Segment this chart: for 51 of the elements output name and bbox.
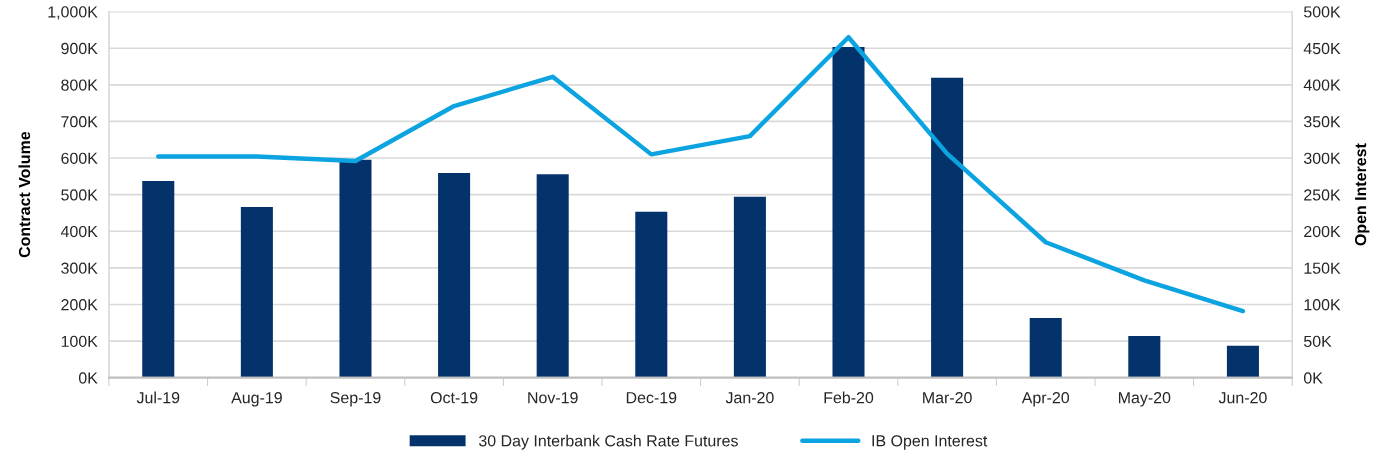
x-tick-label: Apr-20 xyxy=(1021,392,1070,407)
line-series xyxy=(156,35,1246,314)
bar xyxy=(733,196,766,378)
x-tick-label: Aug-19 xyxy=(231,392,282,407)
y2-tick-label: 400K xyxy=(1303,79,1341,91)
x-tick-label: Nov-19 xyxy=(528,392,578,404)
bar xyxy=(1226,345,1259,378)
y2-tick-label: 50K xyxy=(1303,335,1332,348)
y2-tick-label: 0K xyxy=(1303,372,1323,384)
bar xyxy=(536,174,569,378)
y-tick-label: 100K xyxy=(61,335,98,348)
x-tick-label: Jan-20 xyxy=(725,392,774,404)
y2-tick-label: 350K xyxy=(1303,116,1341,128)
legend-label: IB Open Interest xyxy=(872,435,988,450)
x-tick-label: Dec-19 xyxy=(626,392,677,404)
x-tick-label: Mar-20 xyxy=(923,392,972,404)
bar xyxy=(1128,335,1161,378)
y2-tick-label: 100K xyxy=(1304,299,1341,311)
x-tick-label: Sep-19 xyxy=(330,392,381,407)
y-tick-label: 200K xyxy=(61,299,98,311)
bar xyxy=(931,77,964,378)
bar xyxy=(240,207,273,378)
bar xyxy=(1029,318,1062,378)
y-tick-label: 800K xyxy=(61,79,98,91)
x-tick-label: Oct-19 xyxy=(430,392,478,404)
legend-label: 30 Day Interbank Cash Rate Futures xyxy=(478,434,738,450)
bar xyxy=(438,173,471,378)
x-tick-label: Feb-20 xyxy=(824,391,874,404)
y-tick-label: 300K xyxy=(61,262,98,274)
y-tick-label: 1,000K xyxy=(48,6,98,20)
y-tick-label: 900K xyxy=(61,42,98,55)
y-tick-label: 500K xyxy=(61,189,98,201)
y2-tick-label: 250K xyxy=(1304,189,1341,201)
bar xyxy=(832,47,865,378)
bar xyxy=(635,211,668,378)
y2-tick-label: 200K xyxy=(1304,225,1341,238)
y2-tick-label: 150K xyxy=(1304,262,1341,274)
bar xyxy=(339,159,372,378)
bar xyxy=(142,181,175,378)
y2-tick-label: 300K xyxy=(1303,152,1341,164)
y-tick-label: 600K xyxy=(61,152,98,164)
y2-tick-label: 500K xyxy=(1303,6,1341,18)
y2-axis-title: Open Interest xyxy=(1354,143,1370,246)
x-tick-label: Jun-20 xyxy=(1218,392,1267,404)
y-tick-label: 0K xyxy=(78,372,98,384)
y-tick-label: 400K xyxy=(60,225,98,238)
x-tick-label: May-20 xyxy=(1119,392,1171,407)
y-axis-title: Contract Volume xyxy=(18,131,31,258)
x-tick-label: Jul-19 xyxy=(136,391,180,404)
y2-tick-label: 450K xyxy=(1303,42,1341,55)
y-tick-label: 700K xyxy=(61,116,98,128)
